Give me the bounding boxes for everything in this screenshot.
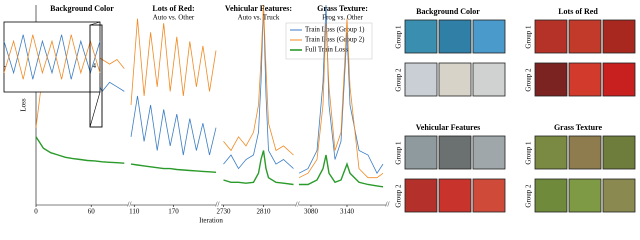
row-label: Group 1 — [395, 25, 403, 49]
x-tick-label: 60 — [88, 208, 96, 216]
series-line — [298, 4, 384, 175]
series-line — [299, 154, 384, 188]
thumbnail — [602, 178, 636, 213]
panel-subtitle: Auto vs. Truck — [238, 14, 280, 22]
thumbnail — [404, 62, 438, 97]
legend-label: Full Train Loss — [305, 46, 348, 54]
legend-box — [285, 22, 373, 60]
y-tick-label: 4 — [93, 62, 97, 70]
y-axis-label: Loss — [20, 98, 28, 112]
break-mark: // — [128, 201, 132, 209]
series-line — [130, 18, 217, 106]
thumbnail — [534, 135, 568, 170]
grid-title: Vehicular Features — [416, 123, 481, 132]
zoom-box — [89, 24, 103, 128]
grid-title: Grass Texture — [554, 123, 603, 132]
row-label: Group 2 — [525, 184, 533, 208]
break-mark: // — [296, 201, 300, 209]
series-line — [130, 95, 217, 156]
x-tick-label: 2730 — [217, 208, 232, 216]
thumbnail — [472, 19, 506, 54]
x-tick-label: 110 — [129, 208, 140, 216]
thumbnail — [568, 62, 602, 97]
row-label: Group 1 — [525, 25, 533, 49]
x-tick-label: 0 — [34, 208, 38, 216]
thumbnail — [404, 19, 438, 54]
series-line — [130, 163, 217, 173]
thumbnail — [602, 135, 636, 170]
thumbnail — [568, 135, 602, 170]
thumbnail — [438, 19, 472, 54]
zoom-connector — [89, 21, 101, 26]
thumbnail — [534, 19, 568, 54]
x-tick-label: 3140 — [340, 208, 355, 216]
grid-title: Lots of Red — [558, 7, 598, 16]
x-axis-label: Iteration — [199, 217, 223, 225]
inset-frame — [3, 21, 101, 93]
series-line — [35, 136, 125, 164]
zoom-connector — [89, 91, 101, 128]
series-line — [223, 150, 294, 186]
series-line — [298, 18, 384, 179]
series-line — [3, 34, 101, 80]
x-tick-label: 3080 — [304, 208, 319, 216]
legend-label: Train Loss (Group 1) — [305, 26, 365, 34]
break-mark: // — [386, 201, 390, 209]
row-label: Group 2 — [525, 68, 533, 92]
thumbnail — [472, 178, 506, 213]
row-label: Group 2 — [395, 184, 403, 208]
page: {"chart_data": [ {"type": "line", "title… — [3, 3, 636, 225]
thumbnail — [602, 19, 636, 54]
legend-label: Train Loss (Group 2) — [305, 36, 365, 44]
thumbnail — [472, 62, 506, 97]
series-line — [3, 34, 101, 80]
panel-subtitle: Auto vs. Other — [153, 14, 195, 22]
thumbnail — [404, 135, 438, 170]
thumbnail — [438, 178, 472, 213]
thumbnail — [534, 178, 568, 213]
thumbnail — [602, 62, 636, 97]
series-line — [223, 4, 294, 170]
row-label: Group 1 — [525, 141, 533, 165]
thumbnail — [438, 135, 472, 170]
thumbnail — [438, 62, 472, 97]
thumbnail — [568, 19, 602, 54]
break-mark: // — [216, 201, 220, 209]
row-label: Group 2 — [395, 68, 403, 92]
grid-title: Background Color — [416, 7, 480, 16]
panel-title: Grass Texture: — [317, 4, 368, 13]
thumbnail — [404, 178, 438, 213]
thumbnail — [568, 178, 602, 213]
thumbnail — [472, 135, 506, 170]
panel-title: Vehicular Features: — [225, 4, 292, 13]
x-tick-label: 2810 — [257, 208, 272, 216]
panel-subtitle: Frog vs. Other — [322, 14, 363, 22]
panel-title: Lots of Red: — [152, 4, 194, 13]
row-label: Group 1 — [395, 141, 403, 165]
thumbnail — [534, 62, 568, 97]
x-tick-label: 170 — [168, 208, 179, 216]
series-line — [223, 4, 294, 156]
panel-title: Background Color — [50, 4, 114, 13]
